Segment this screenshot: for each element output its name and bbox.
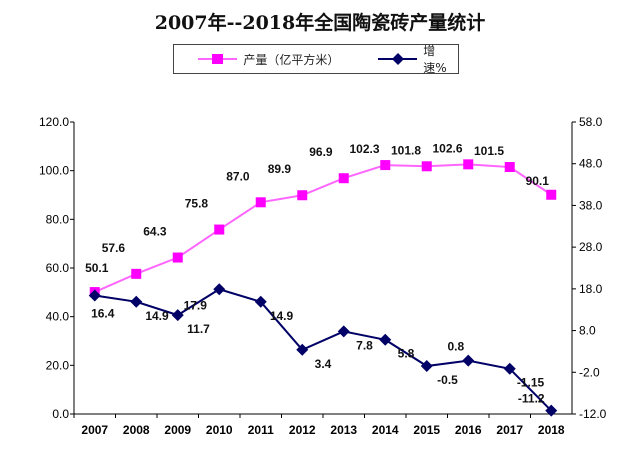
data-point-square (380, 160, 391, 171)
data-point-square (504, 162, 515, 173)
data-label: 5.8 (398, 347, 415, 361)
data-label: 102.3 (349, 142, 379, 156)
data-label: -11.2 (518, 392, 545, 406)
data-label: 14.9 (145, 309, 169, 323)
data-point-square (338, 173, 349, 184)
x-tick-label: 2013 (330, 423, 357, 437)
data-point-square (172, 252, 183, 263)
data-point-diamond (503, 362, 516, 375)
data-label: 7.8 (356, 338, 373, 352)
data-label: 3.4 (315, 357, 332, 371)
data-point-diamond (171, 309, 184, 322)
data-point-diamond (130, 295, 143, 308)
data-label: 17.9 (184, 298, 208, 312)
right-tick-label: 28.0 (579, 240, 603, 254)
data-point-square (297, 190, 308, 201)
x-tick-label: 2008 (123, 423, 150, 437)
legend: 产量（亿平方米） 增速% (173, 42, 459, 76)
data-point-diamond (379, 333, 392, 346)
x-tick-label: 2012 (289, 423, 316, 437)
left-tick-label: 120.0 (39, 115, 69, 129)
data-point-square (463, 159, 474, 170)
left-tick-label: 40.0 (46, 310, 70, 324)
left-tick-label: 0.0 (52, 407, 69, 421)
left-tick-label: 20.0 (46, 358, 70, 372)
data-point-diamond (420, 360, 433, 373)
right-tick-label: 48.0 (579, 157, 603, 171)
x-tick-label: 2010 (206, 423, 233, 437)
x-tick-label: 2007 (81, 423, 108, 437)
chart-title: 2007年--2018年全国陶瓷砖产量统计 (154, 12, 486, 34)
data-label: 96.9 (309, 145, 333, 159)
right-tick-label: 18.0 (579, 282, 603, 296)
data-label: 14.9 (270, 309, 294, 323)
data-label: 16.4 (91, 307, 115, 321)
series-line (94, 163, 552, 294)
data-point-diamond (88, 289, 101, 302)
legend-label: 增速% (423, 44, 447, 75)
x-tick-label: 2011 (248, 423, 274, 437)
data-point-diamond (337, 325, 350, 338)
data-label: 57.6 (102, 241, 126, 255)
data-point-square (131, 268, 142, 279)
data-label: 64.3 (143, 225, 167, 239)
data-label: 75.8 (185, 197, 209, 211)
data-label: 50.1 (85, 261, 109, 275)
legend-item-growth: 增速% (377, 42, 458, 76)
diamond-marker-icon (377, 53, 418, 65)
data-point-diamond (213, 283, 226, 296)
x-tick-label: 2017 (496, 423, 523, 437)
data-point-square (546, 189, 557, 200)
data-label: 102.6 (432, 141, 462, 155)
left-tick-label: 80.0 (46, 212, 70, 226)
right-tick-label: -12.0 (579, 407, 607, 421)
x-tick-label: 2009 (164, 423, 191, 437)
data-point-diamond (254, 295, 267, 308)
data-label: 87.0 (226, 169, 250, 183)
x-tick-label: 2018 (538, 423, 565, 437)
right-tick-label: -2.0 (579, 365, 600, 379)
data-label: 101.5 (474, 144, 504, 158)
x-tick-label: 2015 (413, 423, 440, 437)
data-point-diamond (545, 404, 558, 417)
data-label: 0.8 (447, 340, 464, 354)
data-label: 90.1 (526, 174, 550, 188)
data-label: -0.5 (437, 373, 458, 387)
data-label: 101.8 (391, 143, 421, 157)
data-point-square (214, 224, 225, 235)
series-line (94, 288, 552, 412)
right-tick-label: 8.0 (579, 324, 596, 338)
data-label: -1.15 (517, 376, 545, 390)
left-tick-label: 100.0 (39, 164, 69, 178)
data-point-diamond (296, 343, 309, 356)
right-tick-label: 38.0 (579, 198, 603, 212)
legend-label: 产量（亿平方米） (243, 52, 340, 67)
square-marker-icon (198, 54, 238, 64)
x-tick-label: 2016 (455, 423, 482, 437)
right-tick-label: 58.0 (579, 115, 603, 129)
data-point-square (421, 161, 432, 172)
data-label: 89.9 (268, 162, 292, 176)
legend-item-production: 产量（亿平方米） (198, 51, 340, 68)
x-tick-label: 2014 (372, 423, 399, 437)
data-point-diamond (462, 354, 475, 367)
data-label: 11.7 (187, 322, 210, 336)
data-point-square (255, 197, 266, 208)
left-tick-label: 60.0 (46, 261, 70, 275)
